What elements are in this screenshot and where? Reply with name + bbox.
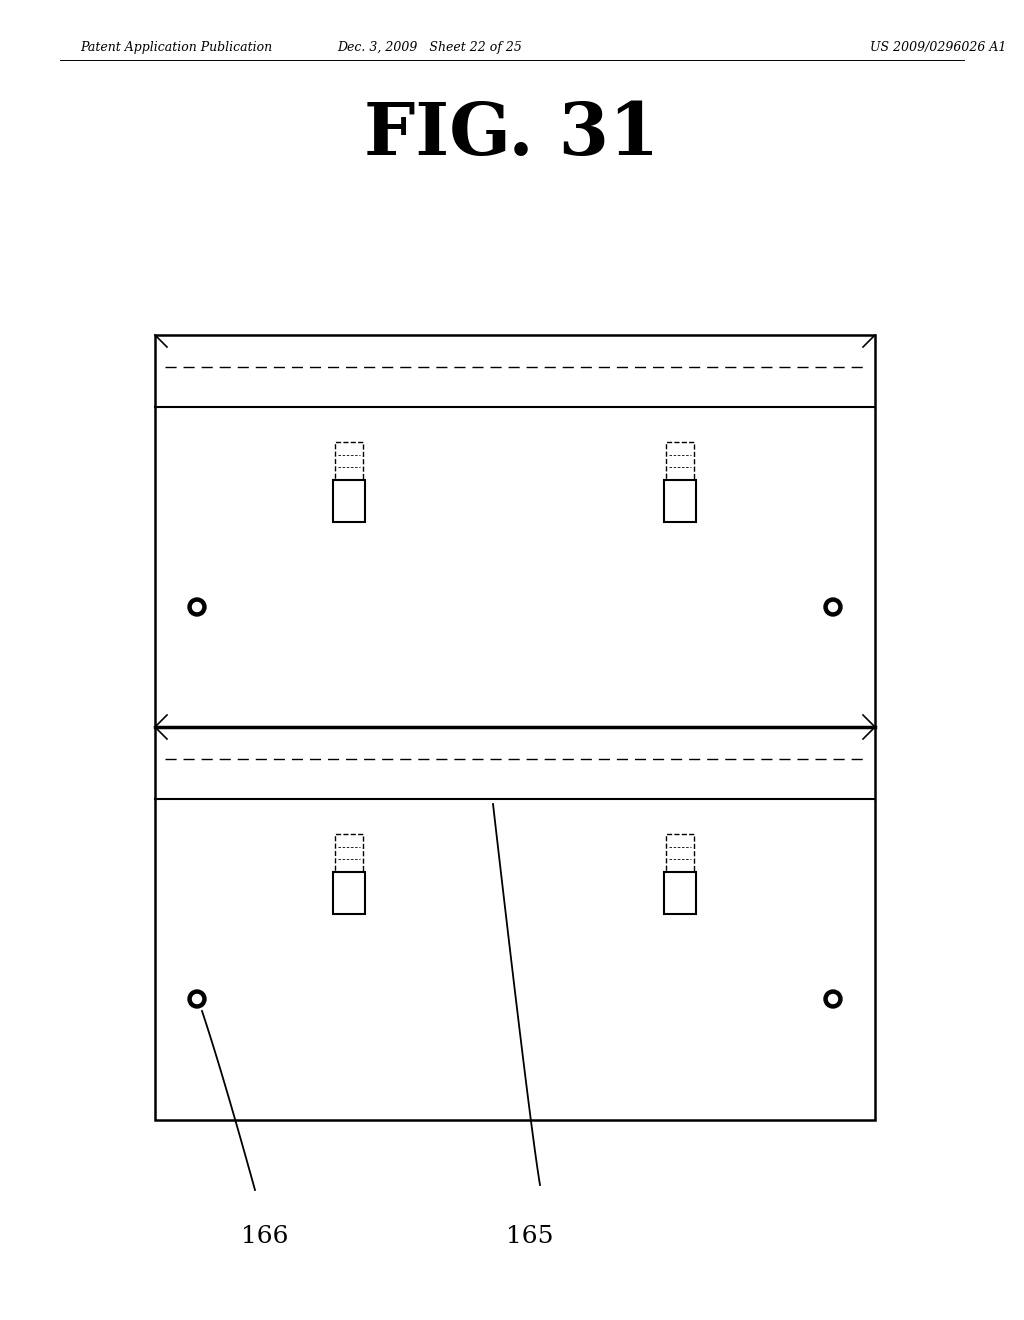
Text: FIG. 31: FIG. 31 bbox=[365, 99, 659, 170]
Text: Patent Application Publication: Patent Application Publication bbox=[80, 41, 272, 54]
Bar bbox=[666, 442, 694, 480]
Bar bbox=[333, 480, 365, 521]
Text: 166: 166 bbox=[242, 1225, 289, 1247]
Circle shape bbox=[828, 602, 838, 611]
Circle shape bbox=[824, 598, 842, 616]
Circle shape bbox=[188, 990, 206, 1008]
Bar bbox=[333, 873, 365, 913]
Circle shape bbox=[824, 990, 842, 1008]
Circle shape bbox=[188, 598, 206, 616]
Circle shape bbox=[193, 602, 202, 611]
Text: 165: 165 bbox=[506, 1225, 554, 1247]
Circle shape bbox=[193, 994, 202, 1003]
Bar bbox=[155, 335, 874, 1119]
Bar bbox=[335, 442, 362, 480]
Bar bbox=[335, 834, 362, 873]
Bar bbox=[664, 873, 696, 913]
Circle shape bbox=[828, 994, 838, 1003]
Text: US 2009/0296026 A1: US 2009/0296026 A1 bbox=[870, 41, 1007, 54]
Text: Dec. 3, 2009   Sheet 22 of 25: Dec. 3, 2009 Sheet 22 of 25 bbox=[338, 41, 522, 54]
Bar bbox=[666, 834, 694, 873]
Bar bbox=[664, 480, 696, 521]
